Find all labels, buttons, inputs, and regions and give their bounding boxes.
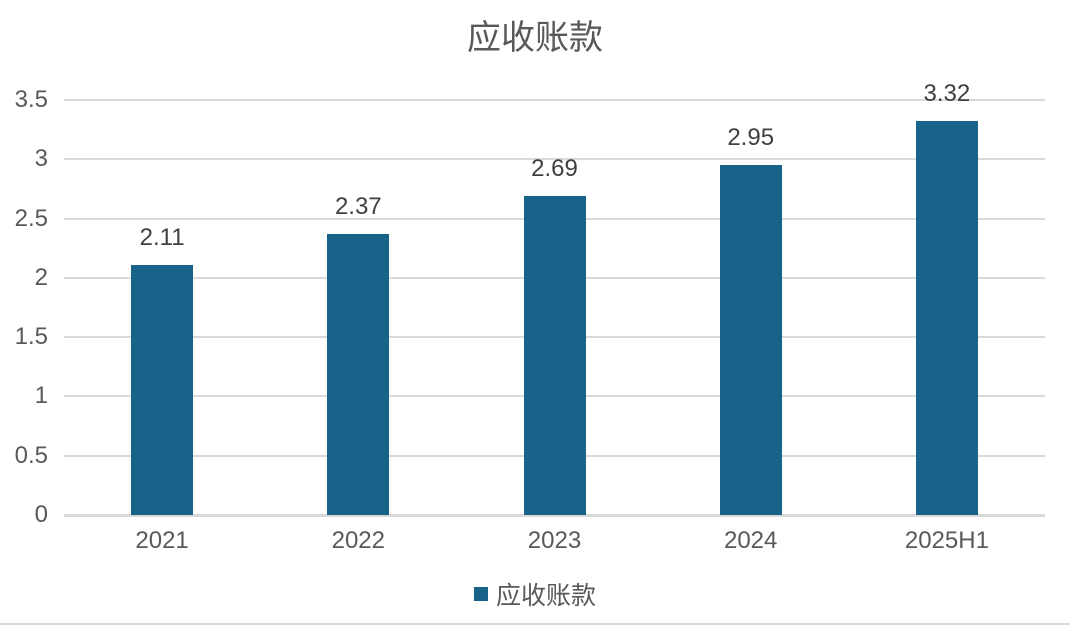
bar-value-label: 2.69 bbox=[531, 155, 578, 183]
legend-square-marker-icon bbox=[473, 587, 488, 601]
bar-value-label: 3.32 bbox=[923, 80, 971, 108]
bar bbox=[523, 196, 586, 515]
gridline bbox=[64, 99, 1045, 101]
bar bbox=[719, 165, 782, 515]
y-tick-label: 2.5 bbox=[14, 204, 48, 232]
x-tick-label: 2022 bbox=[331, 527, 385, 554]
y-tick-label: 0.5 bbox=[14, 441, 48, 469]
bar bbox=[327, 233, 390, 515]
legend: 应收账款 bbox=[0, 576, 1070, 612]
y-tick-label: 1.5 bbox=[14, 323, 48, 351]
x-tick-label: 2021 bbox=[135, 527, 189, 554]
bar bbox=[131, 264, 194, 515]
bar-value-label: 2.95 bbox=[727, 124, 775, 152]
y-tick-label: 3.5 bbox=[14, 86, 48, 113]
bar-value-label: 2.37 bbox=[334, 192, 382, 220]
x-axis-line bbox=[64, 514, 1045, 517]
y-tick-label: 3 bbox=[34, 145, 48, 173]
x-tick-label: 2023 bbox=[527, 527, 582, 554]
x-tick-label: 2024 bbox=[723, 527, 778, 554]
chart-title: 应收账款 bbox=[467, 19, 603, 57]
gridline bbox=[64, 158, 1045, 161]
legend-label: 应收账款 bbox=[495, 582, 596, 610]
bar bbox=[915, 121, 978, 515]
x-tick-label: 2025H1 bbox=[904, 527, 989, 554]
y-tick-label: 0 bbox=[34, 501, 48, 528]
bar-value-label: 2.11 bbox=[139, 223, 185, 251]
y-tick-label: 1 bbox=[34, 382, 48, 410]
chart-bottom-border bbox=[0, 623, 1070, 625]
y-tick-label: 2 bbox=[34, 263, 48, 291]
